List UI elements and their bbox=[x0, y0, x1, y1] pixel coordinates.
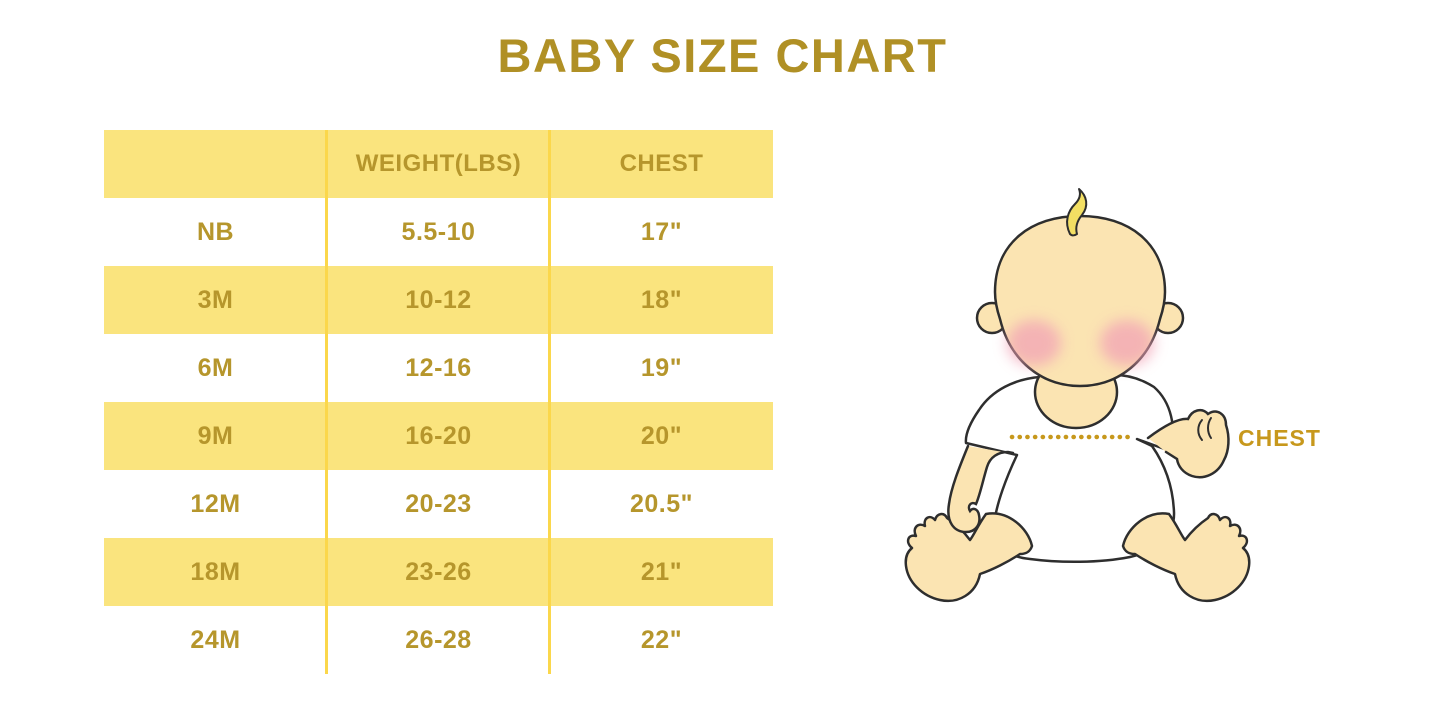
baby-right-cheek bbox=[1100, 320, 1154, 366]
baby-left-arm bbox=[948, 446, 1015, 532]
baby-left-cheek bbox=[1007, 320, 1061, 366]
size-value: 9M bbox=[197, 422, 234, 450]
chest-value: 21" bbox=[640, 558, 683, 586]
size-value: 18M bbox=[190, 558, 241, 586]
page-title: BABY SIZE CHART bbox=[497, 29, 948, 82]
chest-value: 22" bbox=[640, 626, 683, 654]
column-divider bbox=[325, 130, 328, 674]
table-header-row: WEIGHT(LBS) CHEST bbox=[104, 130, 773, 198]
weight-value: 12-16 bbox=[405, 354, 472, 382]
table-row: 3M 10-12 18" bbox=[104, 266, 773, 334]
weight-value: 10-12 bbox=[405, 286, 472, 314]
chest-label: CHEST bbox=[1238, 425, 1321, 451]
baby-left-leg bbox=[904, 512, 1034, 603]
weight-value: 20-23 bbox=[405, 490, 472, 518]
size-value: NB bbox=[196, 218, 235, 246]
size-table: WEIGHT(LBS) CHEST NB 5.5-10 17" 3M 10-12… bbox=[104, 130, 773, 674]
header-chest: CHEST bbox=[619, 150, 704, 177]
baby-fist-knuckles bbox=[1197, 417, 1212, 441]
baby-shirt bbox=[964, 372, 1176, 564]
table-row: NB 5.5-10 17" bbox=[104, 198, 773, 266]
chest-value: 17" bbox=[640, 218, 683, 246]
baby-svg: CHEST bbox=[904, 188, 1321, 603]
weight-value: 26-28 bbox=[405, 626, 472, 654]
size-value: 24M bbox=[190, 626, 241, 654]
size-value: 12M bbox=[190, 490, 241, 518]
weight-value: 5.5-10 bbox=[401, 218, 476, 246]
header-weight: WEIGHT(LBS) bbox=[355, 150, 522, 177]
table-row: 6M 12-16 19" bbox=[104, 334, 773, 402]
table-row: 18M 23-26 21" bbox=[104, 538, 773, 606]
table-row: 9M 16-20 20" bbox=[104, 402, 773, 470]
size-value: 3M bbox=[197, 286, 234, 314]
baby-right-leg bbox=[1121, 512, 1251, 603]
chest-value: 20" bbox=[640, 422, 683, 450]
weight-value: 23-26 bbox=[405, 558, 472, 586]
baby-illustration: CHEST bbox=[880, 180, 1350, 610]
chest-value: 19" bbox=[640, 354, 683, 382]
table-row: 24M 26-28 22" bbox=[104, 606, 773, 674]
table-row: 12M 20-23 20.5" bbox=[104, 470, 773, 538]
size-value: 6M bbox=[197, 354, 234, 382]
chest-value: 20.5" bbox=[629, 490, 693, 518]
baby-hair-tuft bbox=[1066, 188, 1088, 237]
column-divider bbox=[548, 130, 551, 674]
header-size bbox=[104, 130, 327, 198]
baby-left-arm-outline bbox=[947, 444, 1015, 534]
weight-value: 16-20 bbox=[405, 422, 472, 450]
chest-value: 18" bbox=[640, 286, 683, 314]
baby-right-arm-outline bbox=[1146, 408, 1230, 479]
